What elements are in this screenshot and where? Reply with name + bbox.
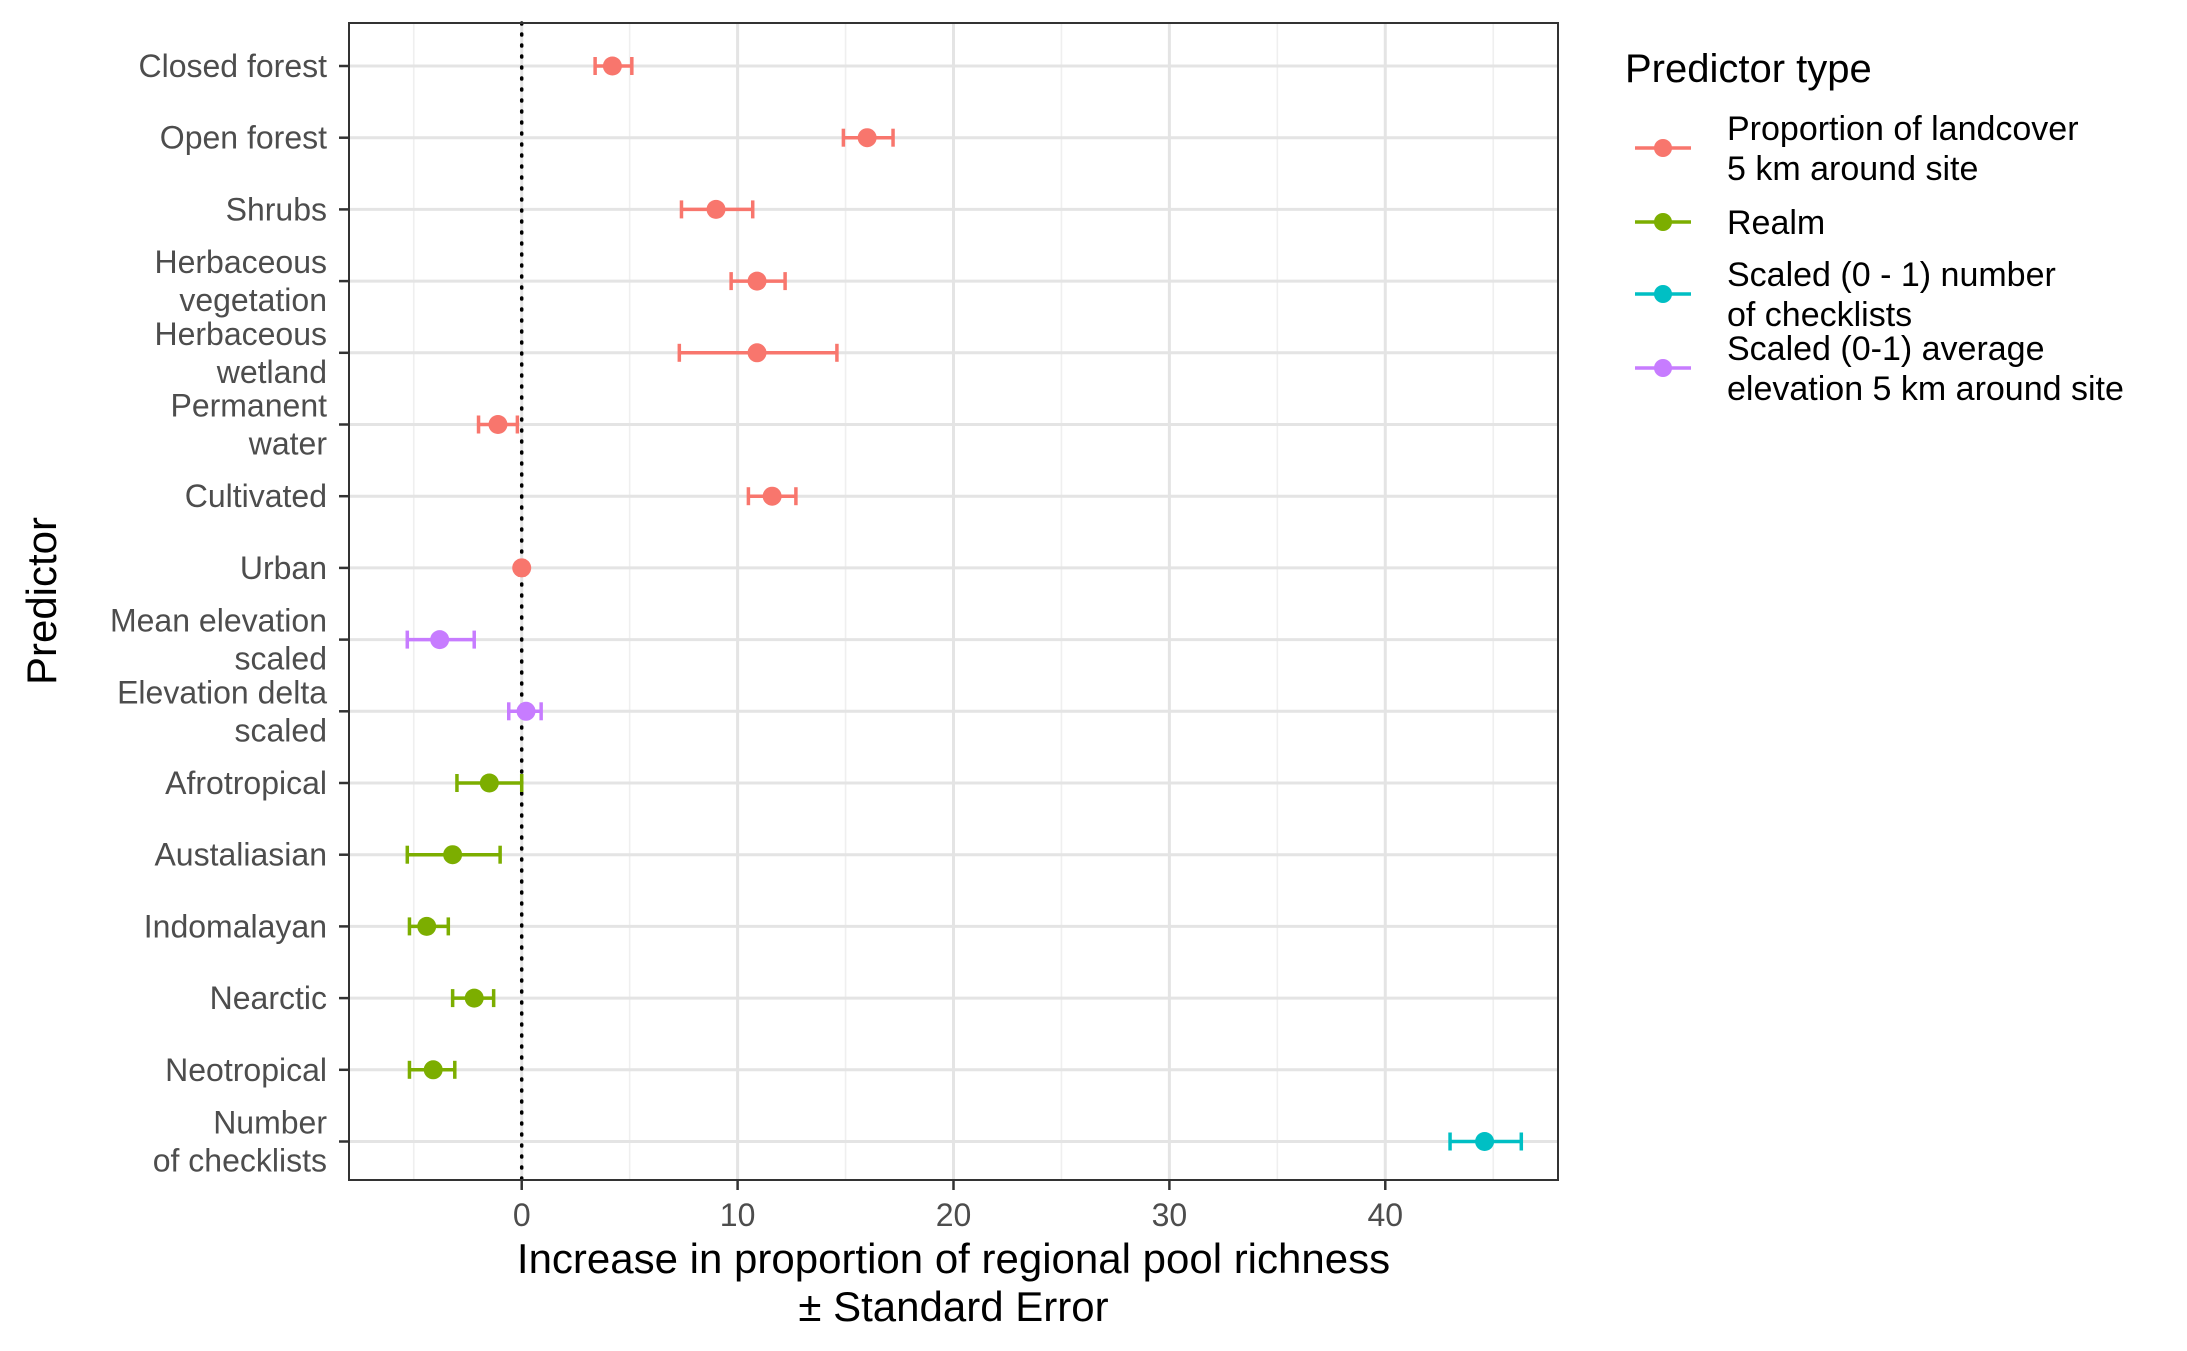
legend-key-point [1654,285,1672,303]
estimate-point [857,128,877,148]
estimate-point [464,988,484,1008]
estimate-point [430,630,450,650]
estimate-point [1475,1132,1495,1151]
y-tick-label: Austaliasian [154,837,327,873]
estimate-point [479,773,499,793]
x-tick-label: 0 [513,1197,531,1233]
legend-item: Proportion of landcover 5 km around site [1635,110,2079,188]
y-axis-ticks: Closed forest Open forest Shrubs Herbaceous… [110,48,349,1179]
x-tick-label: 20 [936,1197,972,1233]
y-tick-label: Permanent water [170,388,327,462]
estimate-point [443,845,463,865]
data-marks [405,56,1524,1151]
legend-item: Scaled (0-1) average elevation 5 km aroun… [1635,330,2124,408]
data-point-group [1448,1132,1524,1151]
x-axis-title: Increase in proportion of regional pool … [517,1235,1390,1330]
legend-label: Scaled (0-1) average elevation 5 km aroun… [1727,330,2124,408]
legend-label: Realm [1727,204,1825,242]
estimate-point [747,271,767,291]
legend-key-point [1654,359,1672,377]
legend-label: Proportion of landcover 5 km around site [1727,110,2079,188]
y-tick-label: Number of checklists [153,1105,328,1179]
x-axis-ticks: 0 10 20 30 40 [513,1180,1403,1233]
y-tick-label: Nearctic [210,980,327,1016]
y-tick-label: Closed forest [138,48,327,84]
legend: Predictor type Proportion of landcover 5 k… [1625,47,2124,408]
y-tick-label: Urban [240,550,327,586]
data-point-group [476,415,520,434]
estimate-point [417,916,437,936]
legend-key-point [1654,213,1672,231]
data-point-group [593,56,634,76]
estimate-point [423,1060,443,1080]
estimate-point [512,558,532,578]
y-tick-label: Mean elevation scaled [110,603,327,677]
data-point-group [679,199,755,219]
y-tick-label: Herbaceous wetland [154,316,327,390]
legend-title: Predictor type [1625,47,1872,91]
estimate-point [516,701,536,721]
estimate-point [747,343,767,363]
legend-label: Scaled (0 - 1) number of checklists [1727,256,2056,334]
data-point-group [677,343,839,363]
estimate-point [488,415,508,434]
y-tick-label: Open forest [160,120,327,156]
data-point-group [512,558,532,578]
data-point-group [405,845,502,865]
y-tick-label: Indomalayan [144,908,327,944]
grid-lines [349,23,1558,1180]
y-tick-label: Afrotropical [165,765,327,801]
y-tick-label: Cultivated [185,478,327,514]
data-point-group [455,773,524,793]
data-point-group [507,701,543,721]
x-tick-label: 10 [720,1197,756,1233]
data-point-group [407,1060,457,1080]
y-axis-title: Predictor [18,517,65,685]
legend-item: Scaled (0 - 1) number of checklists [1635,256,2056,334]
estimate-point [762,486,782,506]
x-tick-label: 40 [1367,1197,1403,1233]
data-point-group [746,486,798,506]
data-point-group [450,988,496,1008]
y-tick-label: Elevation delta scaled [117,674,327,748]
data-point-group [405,630,476,650]
legend-item: Realm [1635,204,1825,242]
y-tick-label: Shrubs [226,191,327,227]
estimate-point [602,56,622,76]
y-tick-label: Herbaceous vegetation [154,244,327,318]
estimate-point [706,199,726,219]
y-tick-label: Neotropical [165,1052,327,1088]
data-point-group [841,128,895,148]
data-point-group [729,271,787,291]
x-tick-label: 30 [1152,1197,1188,1233]
data-point-group [407,916,451,936]
legend-key-point [1654,139,1672,157]
